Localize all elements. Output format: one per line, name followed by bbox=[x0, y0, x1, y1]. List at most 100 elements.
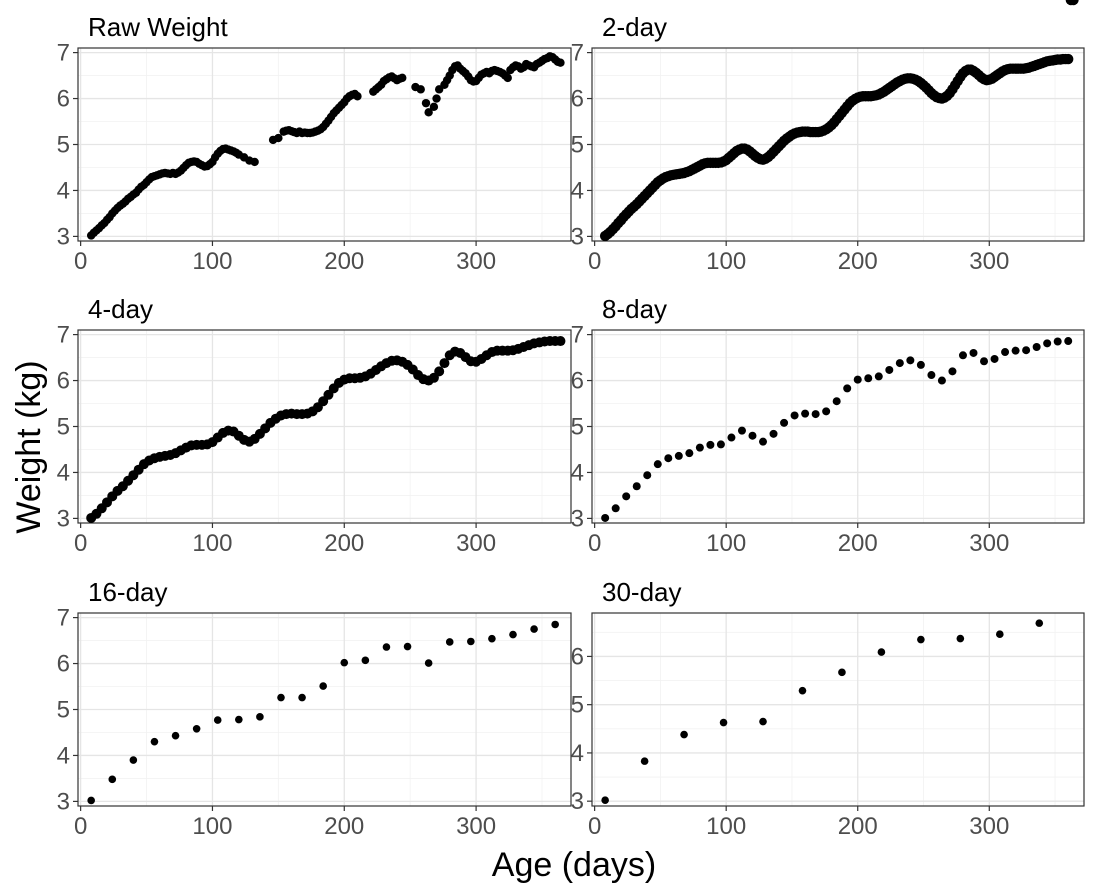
data-point bbox=[277, 693, 285, 702]
data-point bbox=[927, 371, 936, 380]
data-point bbox=[798, 686, 807, 695]
data-point bbox=[1032, 343, 1041, 352]
y-tick-label: 7 bbox=[571, 40, 584, 67]
data-point bbox=[822, 407, 831, 416]
data-point bbox=[838, 668, 846, 677]
data-point bbox=[790, 411, 799, 420]
data-point bbox=[1064, 337, 1073, 346]
data-point bbox=[432, 94, 441, 103]
x-tick-label: 100 bbox=[192, 813, 232, 840]
y-tick-label: 7 bbox=[57, 322, 70, 349]
x-tick-label: 200 bbox=[324, 530, 364, 557]
data-point bbox=[748, 431, 757, 440]
data-point bbox=[906, 356, 915, 365]
data-point bbox=[1035, 619, 1044, 627]
data-point bbox=[1022, 346, 1031, 355]
y-tick-label: 4 bbox=[57, 459, 70, 486]
data-point bbox=[706, 440, 715, 449]
data-point bbox=[640, 757, 649, 765]
data-point bbox=[727, 433, 736, 442]
data-point bbox=[382, 643, 391, 651]
panel-3: 0 100 200 300 3 4 5 6 7 4-day bbox=[57, 294, 572, 557]
data-point bbox=[503, 73, 512, 83]
data-point bbox=[298, 693, 306, 702]
data-points bbox=[601, 619, 1044, 805]
x-tick-label: 100 bbox=[192, 530, 232, 557]
data-point bbox=[403, 642, 412, 651]
data-point bbox=[467, 637, 475, 646]
x-tick-label: 100 bbox=[706, 530, 746, 557]
data-point bbox=[1011, 346, 1020, 355]
data-point bbox=[685, 449, 694, 458]
data-point bbox=[864, 374, 873, 383]
y-tick-label: 3 bbox=[571, 788, 584, 815]
x-tick-label: 100 bbox=[706, 248, 746, 275]
data-point bbox=[759, 717, 767, 726]
data-point bbox=[530, 625, 538, 633]
y-tick-label: 6 bbox=[57, 368, 70, 395]
data-point bbox=[811, 410, 820, 419]
data-point bbox=[937, 376, 946, 385]
data-point bbox=[439, 358, 450, 369]
data-point bbox=[695, 443, 704, 452]
x-tick-label: 0 bbox=[74, 813, 87, 840]
data-point bbox=[416, 85, 425, 94]
data-point bbox=[948, 367, 957, 376]
data-point bbox=[1001, 348, 1010, 357]
data-point bbox=[509, 630, 517, 639]
y-tick-label: 3 bbox=[571, 223, 584, 250]
panel-background bbox=[592, 613, 1084, 806]
data-point bbox=[877, 648, 886, 656]
x-tick-label: 100 bbox=[706, 813, 746, 840]
x-axis-title: Age (days) bbox=[492, 846, 656, 884]
panel-5: 0 100 200 300 3 4 5 6 7 16-day bbox=[57, 577, 572, 840]
data-points bbox=[599, 0, 1079, 242]
y-tick-label: 5 bbox=[57, 697, 70, 724]
data-point bbox=[716, 440, 725, 449]
y-tick-label: 5 bbox=[571, 132, 584, 159]
data-point bbox=[780, 418, 789, 427]
data-point bbox=[759, 437, 768, 446]
x-tick-label: 0 bbox=[588, 530, 601, 557]
data-points bbox=[86, 52, 565, 240]
panel-1: 0 100 200 300 3 4 5 6 7 Raw Weight bbox=[57, 12, 572, 275]
x-tick-label: 200 bbox=[838, 248, 878, 275]
data-point bbox=[674, 451, 683, 460]
x-tick-label: 300 bbox=[969, 813, 1009, 840]
x-tick-label: 200 bbox=[838, 530, 878, 557]
x-tick-label: 0 bbox=[588, 248, 601, 275]
y-tick-label: 6 bbox=[571, 86, 584, 113]
data-point bbox=[555, 336, 566, 347]
data-point bbox=[551, 620, 559, 629]
x-tick-label: 300 bbox=[456, 813, 496, 840]
x-tick-label: 0 bbox=[74, 530, 87, 557]
data-point bbox=[353, 92, 362, 101]
data-point bbox=[108, 775, 117, 784]
y-tick-label: 4 bbox=[571, 459, 584, 486]
data-point bbox=[340, 658, 349, 667]
x-tick-label: 300 bbox=[456, 248, 496, 275]
data-point bbox=[664, 454, 673, 463]
data-point bbox=[424, 108, 433, 117]
panel-title: Raw Weight bbox=[88, 12, 228, 42]
y-tick-label: 7 bbox=[57, 40, 70, 67]
data-point bbox=[150, 737, 159, 746]
data-point bbox=[980, 357, 989, 366]
data-point bbox=[643, 471, 652, 480]
x-tick-label: 100 bbox=[192, 248, 232, 275]
y-tick-label: 4 bbox=[57, 177, 70, 204]
data-point bbox=[719, 718, 728, 727]
data-point bbox=[737, 426, 746, 435]
panel-title: 8-day bbox=[602, 294, 667, 324]
x-tick-label: 0 bbox=[74, 248, 87, 275]
data-point bbox=[429, 102, 439, 112]
data-point bbox=[171, 731, 180, 740]
y-tick-label: 7 bbox=[57, 605, 70, 632]
data-point bbox=[256, 713, 264, 721]
data-points bbox=[87, 620, 559, 805]
data-point bbox=[1063, 53, 1074, 65]
y-axis-title: Weight (kg) bbox=[10, 360, 48, 533]
data-point bbox=[680, 730, 688, 739]
data-point bbox=[488, 634, 496, 643]
data-point bbox=[398, 73, 407, 83]
